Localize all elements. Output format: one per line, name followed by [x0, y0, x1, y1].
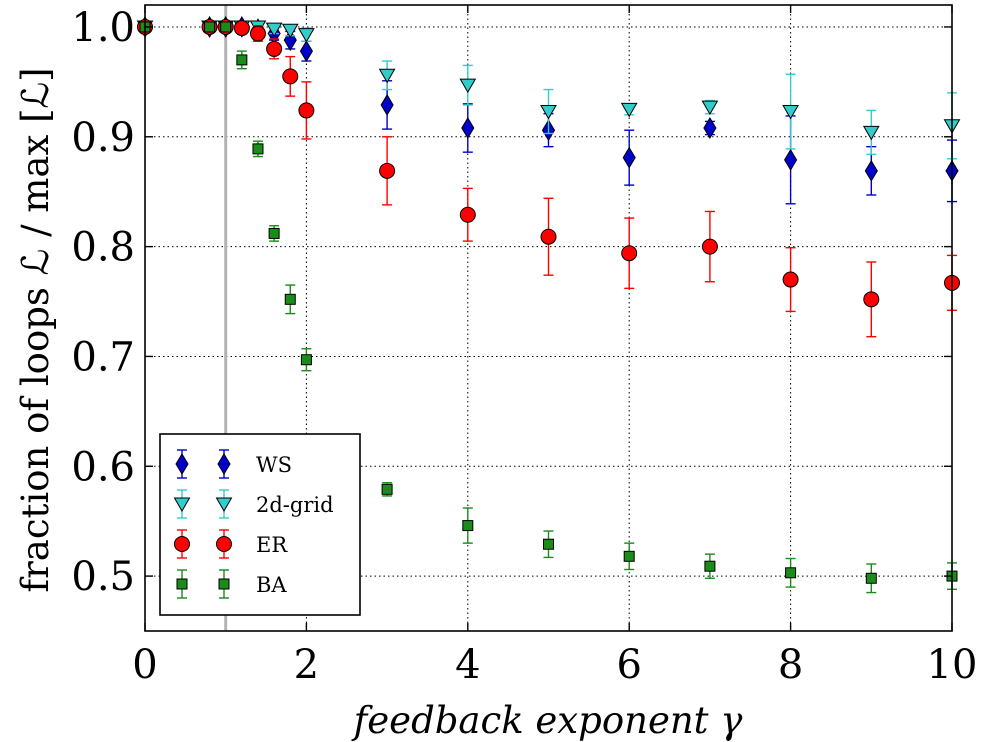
y-tick-label: 0.6 [71, 444, 135, 490]
x-tick-label: 6 [616, 642, 641, 688]
legend-entry: ER [174, 529, 288, 559]
tick-layer: 0 2 4 6 8 10 0.5 0.6 0.7 0.8 0.9 1.0 [71, 5, 977, 688]
data-point [298, 102, 315, 119]
data-point [220, 21, 232, 33]
data-point [703, 117, 717, 139]
data-point [298, 28, 315, 43]
x-tick-label: 0 [132, 642, 157, 688]
data-point [380, 93, 394, 116]
data-point [540, 228, 557, 245]
y-tick-label: 1.0 [71, 5, 135, 51]
x-axis-label: feedback exponent γ [351, 699, 744, 742]
data-point [621, 245, 638, 262]
data-point [622, 146, 636, 169]
series-layer [136, 15, 961, 594]
legend-marker [217, 453, 231, 475]
data-point [252, 143, 264, 155]
legend-entry: WS [175, 449, 292, 479]
legend-label: 2d-grid [256, 493, 334, 517]
y-tick-label: 0.5 [71, 554, 135, 600]
data-point [701, 100, 719, 116]
x-tick-label: 8 [778, 642, 803, 688]
legend-marker [176, 578, 188, 590]
data-point [784, 148, 798, 171]
data-point [864, 159, 878, 182]
legend-marker [215, 497, 233, 513]
data-point [236, 54, 248, 66]
y-tick-label: 0.8 [71, 225, 135, 271]
data-point [459, 206, 476, 223]
data-point [543, 538, 554, 550]
legend-marker [216, 536, 232, 552]
legend-marker [218, 578, 230, 590]
legend-entry: BA [176, 569, 287, 599]
data-point [378, 68, 396, 84]
series-2d-grid [136, 20, 961, 160]
data-point [782, 271, 799, 288]
data-point [266, 40, 283, 57]
data-point [284, 293, 296, 305]
data-point [701, 238, 718, 255]
y-tick-label: 0.7 [71, 334, 135, 380]
data-point [204, 21, 216, 33]
legend-marker [173, 497, 191, 513]
y-tick-label: 0.9 [71, 115, 135, 161]
data-point [300, 354, 312, 366]
data-point [265, 22, 283, 38]
data-point [299, 40, 313, 63]
data-point [623, 550, 635, 562]
data-point [249, 25, 266, 42]
legend-label: BA [256, 573, 287, 597]
data-point [704, 560, 716, 572]
data-point [381, 483, 393, 495]
data-point [462, 520, 474, 532]
data-point [459, 78, 477, 94]
legend: WS 2d-grid ER BA [159, 433, 361, 616]
series-er [137, 18, 960, 338]
x-tick-label: 2 [294, 642, 319, 688]
data-point [782, 105, 799, 120]
data-point [281, 23, 299, 39]
data-point [865, 572, 877, 584]
data-point [233, 20, 250, 37]
data-point [379, 162, 396, 179]
legend-marker [175, 453, 189, 475]
data-point [620, 102, 638, 118]
legend-box [159, 433, 361, 616]
data-point [268, 227, 280, 239]
data-point [540, 105, 557, 120]
series-ba [139, 21, 958, 594]
legend-marker [174, 536, 190, 552]
legend-label: ER [256, 533, 288, 557]
data-point [862, 125, 880, 141]
y-axis-label: fraction of loops ℒ / max [ℒ] [14, 67, 57, 592]
x-tick-label: 10 [927, 642, 978, 688]
data-point [785, 567, 797, 579]
data-point [461, 117, 475, 139]
legend-entry: 2d-grid [173, 489, 334, 519]
data-point [863, 291, 880, 308]
data-point [282, 68, 299, 85]
x-tick-label: 4 [455, 642, 480, 688]
plot-frame [144, 4, 953, 632]
legend-label: WS [256, 453, 292, 477]
